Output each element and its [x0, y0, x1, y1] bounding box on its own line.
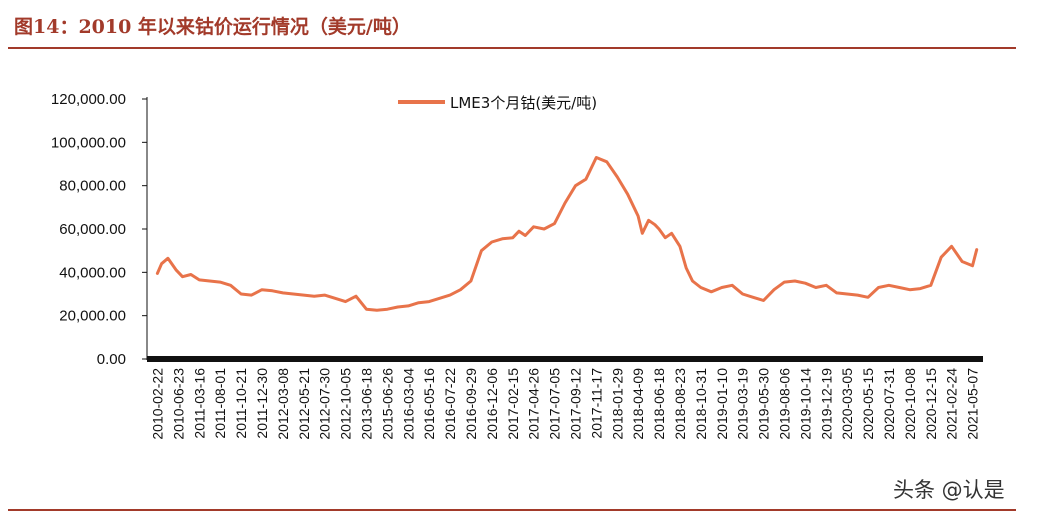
x-tick-label: 2016-09-29 [463, 368, 479, 440]
x-axis-bar [147, 356, 983, 362]
y-tick-label: 120,000.00 [51, 91, 126, 108]
legend: LME3个月钴(美元/吨) [398, 94, 597, 112]
y-tick-label: 100,000.00 [51, 134, 126, 151]
x-tick-label: 2012-10-05 [338, 368, 354, 440]
x-tick-label: 2020-07-31 [881, 368, 897, 440]
x-tick-label: 2011-08-01 [212, 368, 228, 439]
x-tick-label: 2018-04-09 [630, 368, 646, 440]
x-tick-label: 2017-11-17 [588, 368, 604, 439]
x-tick-label: 2012-07-30 [317, 368, 333, 440]
x-tick-label: 2012-05-21 [296, 368, 312, 440]
x-tick-label: 2020-12-15 [923, 368, 939, 440]
x-tick-label: 2015-06-26 [379, 368, 395, 440]
x-tick-label: 2013-06-18 [358, 368, 374, 440]
watermark: 头条 @认是 [893, 478, 1005, 502]
x-tick-label: 2019-08-06 [776, 368, 792, 440]
x-tick-label: 2019-03-19 [735, 368, 751, 440]
x-tick-label: 2018-08-23 [672, 368, 688, 440]
x-tick-label: 2016-03-04 [400, 368, 416, 440]
x-tick-label: 2017-02-15 [505, 368, 521, 440]
x-tick-label: 2019-01-10 [714, 368, 730, 440]
x-tick-label: 2010-06-23 [170, 368, 186, 440]
x-tick-label: 2019-10-14 [797, 368, 813, 440]
x-tick-label: 2021-05-07 [965, 368, 981, 440]
x-tick-label: 2010-02-22 [149, 368, 165, 440]
footer-divider [8, 509, 1016, 511]
x-tick-label: 2011-03-16 [191, 368, 207, 439]
x-tick-label: 2021-02-24 [944, 368, 960, 440]
x-tick-label: 2016-05-16 [421, 368, 437, 440]
x-tick-label: 2017-04-26 [526, 368, 542, 440]
legend-label: LME3个月钴(美元/吨) [450, 94, 597, 112]
x-tick-label: 2017-07-05 [547, 368, 563, 440]
x-tick-label: 2012-03-08 [275, 368, 291, 440]
title-divider [8, 47, 1016, 49]
y-tick-label: 60,000.00 [59, 221, 126, 238]
x-tick-label: 2020-05-15 [860, 368, 876, 440]
x-tick-label: 2020-10-08 [902, 368, 918, 440]
x-tick-label: 2011-12-30 [254, 368, 270, 439]
x-axis-ticks: 2010-02-22 2010-06-23 2011-03-16 2011-08-01… [149, 368, 980, 440]
x-tick-label: 2018-06-18 [651, 368, 667, 440]
x-tick-label: 2017-09-12 [567, 368, 583, 440]
x-tick-label: 2011-10-21 [233, 368, 249, 439]
x-tick-label: 2019-12-19 [818, 368, 834, 440]
x-tick-label: 2016-12-06 [484, 368, 500, 440]
y-tick-label: 20,000.00 [59, 308, 126, 325]
x-tick-label: 2018-10-31 [693, 368, 709, 440]
x-tick-label: 2019-05-30 [756, 368, 772, 440]
page-title: 图14：2010 年以来钴价运行情况（美元/吨） [14, 16, 411, 38]
y-axis-ticks: 0.00 20,000.00 40,000.00 60,000.00 80,000.00… [51, 91, 147, 368]
y-tick-label: 40,000.00 [59, 264, 126, 281]
x-tick-label: 2020-03-05 [839, 368, 855, 440]
y-tick-label: 0.00 [97, 351, 126, 368]
y-tick-label: 80,000.00 [59, 178, 126, 195]
x-tick-label: 2018-01-29 [609, 368, 625, 440]
series-line-lme3-cobalt [155, 156, 979, 312]
x-tick-label: 2016-07-22 [442, 368, 458, 440]
